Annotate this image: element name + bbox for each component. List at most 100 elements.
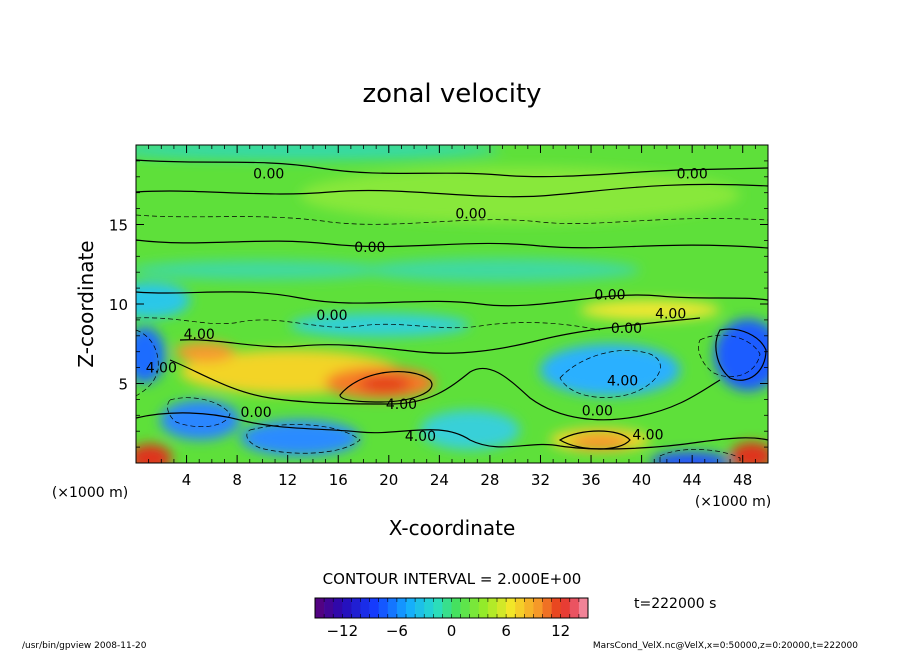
contour-label: 0.00 xyxy=(611,321,642,337)
x-tick-label: 24 xyxy=(430,471,449,489)
contour-label: 4.00 xyxy=(146,361,177,377)
contour-line xyxy=(136,159,768,178)
contour-line xyxy=(559,350,661,398)
colorbar-cell xyxy=(478,598,489,618)
colorbar-tick-label: 12 xyxy=(551,622,570,640)
colorbar-cell xyxy=(433,598,443,618)
y-tick-label: 5 xyxy=(118,376,128,394)
contour-label: 0.00 xyxy=(677,167,708,183)
contour-line xyxy=(246,424,361,454)
field-top-green xyxy=(300,167,740,223)
colorbar-cell xyxy=(315,598,325,618)
colorbar-cell xyxy=(487,598,498,618)
time-label: t=222000 s xyxy=(634,596,716,612)
contour-label: 4.00 xyxy=(607,373,638,389)
x-tick-label: 12 xyxy=(278,471,297,489)
colorbar-cell xyxy=(333,598,343,618)
colorbar-cell xyxy=(442,598,452,618)
x-unit-right: (×1000 m) xyxy=(695,494,771,510)
contour-label: 0.00 xyxy=(316,308,347,324)
x-tick-label: 36 xyxy=(581,471,600,489)
x-tick-label: 32 xyxy=(531,471,550,489)
field-red-core xyxy=(359,376,411,392)
contour-interval: CONTOUR INTERVAL = 2.000E+00 xyxy=(323,570,582,588)
colorbar-cell xyxy=(578,598,589,618)
colorbar-tick-label: −12 xyxy=(326,622,358,640)
colorbar-cell xyxy=(360,598,370,618)
colorbar-cell xyxy=(460,598,470,618)
contour-line xyxy=(136,214,768,225)
contour-line xyxy=(698,334,761,378)
colorbar-tick-label: 0 xyxy=(447,622,457,640)
contour-line xyxy=(136,329,159,397)
colorbar-cell xyxy=(378,598,389,618)
field-cyan-upper-left xyxy=(136,282,190,318)
contour-labels: 0.00 0.00 0.00 0.00 0.00 0.00 4.00 0.00 4.00 4.00… xyxy=(146,167,708,445)
footer-left: /usr/bin/gpview 2008-11-20 xyxy=(22,641,147,651)
field-orange-left xyxy=(175,342,235,362)
y-axis-label: Z-coordinate xyxy=(74,240,98,367)
colorbar-cell xyxy=(469,598,480,618)
colorbar-cell xyxy=(551,598,561,618)
colorbar-cell xyxy=(424,598,434,618)
footer-right: MarsCond_VelX.nc@VelX,x=0:50000,z=0:2000… xyxy=(592,641,858,651)
colorbar-cell xyxy=(406,598,416,618)
velocity-field xyxy=(136,145,768,463)
x-tick-label: 16 xyxy=(329,471,348,489)
field-red-bottom-right xyxy=(730,442,768,463)
plot-area: 0.00 0.00 0.00 0.00 0.00 0.00 4.00 0.00 4.00 4.00… xyxy=(136,145,768,463)
x-tick-label: 28 xyxy=(480,471,499,489)
x-tick-label: 40 xyxy=(632,471,651,489)
colorbar-cell xyxy=(524,598,534,618)
contour-line xyxy=(136,317,601,331)
y-tick-label: 15 xyxy=(109,217,128,235)
field-blue-bottom-left xyxy=(160,400,240,440)
colorbar-cell xyxy=(497,598,507,618)
contour-label: 0.00 xyxy=(354,240,385,256)
colorbar-cell xyxy=(351,598,361,618)
field-mid-cyan-1 xyxy=(136,260,390,280)
field-cyan-upper-mid xyxy=(290,313,470,337)
colorbar-cell xyxy=(533,598,543,618)
colorbar-tick-label: 6 xyxy=(501,622,511,640)
field-cyan-bottom xyxy=(420,410,520,450)
contour-label: 0.00 xyxy=(594,287,625,303)
colorbar-cell xyxy=(560,598,571,618)
colorbar: −12 −6 0 6 12 xyxy=(314,597,589,640)
field-blue-left xyxy=(136,327,165,383)
contour-label: 0.00 xyxy=(582,404,613,420)
colorbar-cell xyxy=(451,598,461,618)
contour-line xyxy=(179,317,701,354)
contour-line xyxy=(169,359,721,421)
y-axis: 5 10 15 xyxy=(109,160,768,448)
x-tick-label: 48 xyxy=(733,471,752,489)
contour-line xyxy=(136,239,768,249)
contour-label: 4.00 xyxy=(405,429,436,445)
colorbar-cell xyxy=(542,598,552,618)
colorbar-cell xyxy=(515,598,525,618)
field-blue-bottom-right xyxy=(650,452,730,463)
contour-lines xyxy=(136,159,768,463)
contour-label: 4.00 xyxy=(655,307,686,323)
x-unit-left: (×1000 m) xyxy=(52,485,128,501)
contour-label: 0.00 xyxy=(253,167,284,183)
contour-label: 4.00 xyxy=(184,327,215,343)
contour-label: 0.00 xyxy=(455,206,486,222)
colorbar-cell xyxy=(342,598,352,618)
contour-line xyxy=(136,291,768,307)
colorbar-cell xyxy=(506,598,516,618)
colorbar-cell xyxy=(569,598,580,618)
contour-label: 4.00 xyxy=(632,427,663,443)
x-tick-label: 20 xyxy=(379,471,398,489)
colorbar-frame xyxy=(314,597,589,619)
contour-line xyxy=(136,412,768,450)
contour-line xyxy=(715,328,767,381)
contour-label: 4.00 xyxy=(386,397,417,413)
colorbar-cell xyxy=(369,598,379,618)
contour-line xyxy=(339,370,433,403)
field-red-bottom-left xyxy=(136,444,172,463)
field-orange-bottom-right xyxy=(570,435,630,449)
x-tick-label: 8 xyxy=(232,471,242,489)
field-cyan-mid-right xyxy=(540,344,680,396)
